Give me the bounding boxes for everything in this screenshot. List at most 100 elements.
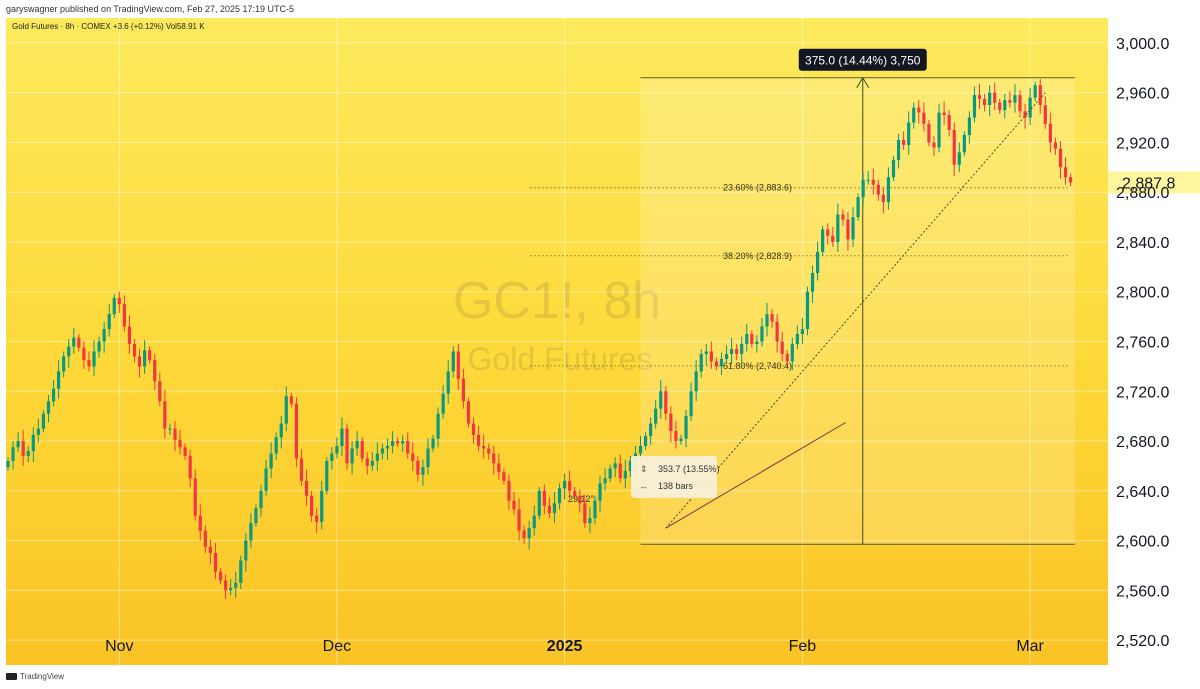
candle-body[interactable] [674, 431, 678, 442]
candle-body[interactable] [1013, 95, 1017, 103]
candle-body[interactable] [745, 334, 749, 344]
candle-body[interactable] [826, 229, 830, 236]
candle-body[interactable] [583, 503, 587, 524]
candle-body[interactable] [719, 358, 724, 367]
candle-body[interactable] [608, 468, 612, 479]
candle-body[interactable] [396, 441, 400, 444]
candle-body[interactable] [532, 515, 536, 529]
candle-body[interactable] [294, 403, 299, 459]
candle-body[interactable] [846, 219, 850, 240]
candle-body[interactable] [360, 441, 364, 459]
candle-body[interactable] [760, 326, 764, 342]
candle-body[interactable] [1008, 100, 1012, 103]
candle-body[interactable] [345, 428, 349, 464]
candle-body[interactable] [907, 122, 911, 145]
candle-body[interactable] [385, 446, 390, 449]
candle-body[interactable] [699, 353, 703, 372]
symbol-legend[interactable]: Gold Futures · 8h · COMEX +3.6 (+0.12%) … [12, 22, 205, 31]
candle-body[interactable] [664, 391, 668, 414]
candle-body[interactable] [213, 553, 218, 572]
candle-body[interactable] [1053, 142, 1058, 149]
candle-body[interactable] [512, 500, 516, 510]
candle-body[interactable] [638, 446, 643, 454]
candle-body[interactable] [11, 447, 15, 461]
candle-body[interactable] [380, 448, 385, 454]
candle-body[interactable] [31, 434, 35, 451]
candle-body[interactable] [649, 423, 653, 437]
candle-body[interactable] [780, 341, 784, 354]
candle-body[interactable] [284, 396, 288, 424]
candle-body[interactable] [274, 437, 278, 454]
candle-body[interactable] [102, 329, 106, 342]
candle-body[interactable] [942, 112, 946, 116]
candle-body[interactable] [876, 184, 880, 195]
candle-body[interactable] [77, 337, 81, 348]
price-axis[interactable] [1108, 18, 1200, 665]
candle-body[interactable] [856, 197, 860, 218]
candle-body[interactable] [568, 480, 572, 491]
candle-body[interactable] [279, 423, 283, 438]
candle-body[interactable] [1003, 100, 1007, 111]
candle-body[interactable] [755, 341, 759, 344]
candle-body[interactable] [107, 314, 111, 330]
candle-body[interactable] [689, 391, 693, 417]
candle-body[interactable] [218, 571, 223, 581]
candle-body[interactable] [148, 350, 152, 361]
candle-body[interactable] [21, 441, 25, 456]
candle-body[interactable] [1063, 167, 1068, 178]
candle-body[interactable] [735, 348, 739, 354]
candle-body[interactable] [426, 448, 430, 468]
candle-body[interactable] [593, 500, 597, 519]
candle-body[interactable] [304, 480, 309, 496]
candle-body[interactable] [178, 439, 182, 448]
candle-body[interactable] [168, 428, 172, 430]
candle-body[interactable] [350, 448, 354, 464]
candle-body[interactable] [563, 480, 567, 489]
candle-body[interactable] [289, 396, 293, 404]
candle-body[interactable] [805, 291, 810, 330]
candle-body[interactable] [729, 348, 734, 354]
candle-body[interactable] [122, 304, 126, 327]
candle-body[interactable] [127, 326, 132, 344]
candle-body[interactable] [16, 441, 20, 448]
candle-body[interactable] [310, 495, 314, 516]
candle-body[interactable] [239, 560, 243, 583]
candle-body[interactable] [1038, 85, 1042, 106]
candle-body[interactable] [704, 351, 708, 354]
candle-body[interactable] [173, 428, 177, 440]
candle-body[interactable] [896, 139, 901, 160]
candle-body[interactable] [821, 229, 825, 252]
candle-body[interactable] [502, 472, 506, 481]
candle-body[interactable] [299, 458, 304, 481]
candle-body[interactable] [578, 495, 582, 504]
candle-body[interactable] [1023, 111, 1027, 118]
candle-body[interactable] [694, 371, 698, 392]
candle-body[interactable] [340, 428, 344, 447]
candle-body[interactable] [183, 447, 187, 456]
candle-body[interactable] [795, 334, 799, 344]
candle-body[interactable] [871, 179, 875, 185]
candle-body[interactable] [137, 356, 142, 367]
candle-body[interactable] [714, 361, 718, 367]
candle-body[interactable] [244, 540, 248, 561]
candle-body[interactable] [401, 441, 405, 444]
candle-body[interactable] [947, 115, 951, 130]
candle-body[interactable] [132, 343, 137, 357]
candle-body[interactable] [952, 129, 956, 165]
candle-body[interactable] [461, 378, 465, 402]
candle-body[interactable] [982, 98, 987, 106]
candle-body[interactable] [1018, 95, 1022, 112]
candle-body[interactable] [527, 528, 531, 539]
candle-body[interactable] [143, 350, 147, 367]
candle-body[interactable] [72, 337, 76, 347]
candle-body[interactable] [831, 235, 835, 242]
candle-body[interactable] [112, 297, 116, 315]
candle-body[interactable] [750, 334, 754, 344]
candle-body[interactable] [153, 360, 157, 382]
candle-body[interactable] [790, 343, 794, 362]
candle-body[interactable] [998, 102, 1002, 111]
candle-body[interactable] [234, 582, 238, 588]
candle-body[interactable] [416, 460, 420, 475]
candle-body[interactable] [866, 179, 870, 181]
candle-body[interactable] [993, 92, 997, 103]
